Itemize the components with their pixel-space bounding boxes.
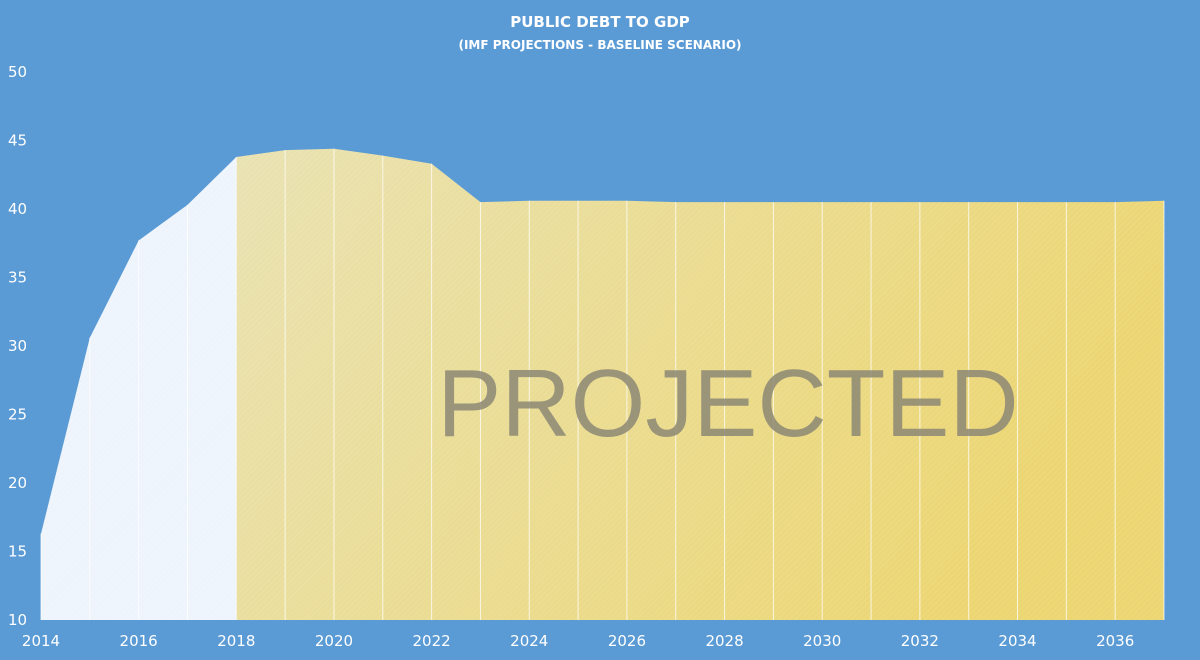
- x-tick-label: 2014: [22, 632, 60, 650]
- x-axis: 2014 2016 2018 2020 2022 2024 2026 2028 2030 2032…: [22, 632, 1134, 650]
- y-tick-label: 50: [8, 63, 27, 81]
- x-tick-label: 2036: [1096, 632, 1134, 650]
- chart-title: PUBLIC DEBT TO GDP: [510, 13, 690, 31]
- x-tick-label: 2026: [608, 632, 646, 650]
- x-tick-label: 2016: [120, 632, 158, 650]
- y-tick-label: 40: [8, 200, 27, 218]
- y-tick-label: 25: [8, 406, 27, 424]
- x-tick-label: 2034: [998, 632, 1036, 650]
- x-tick-label: 2020: [315, 632, 353, 650]
- x-tick-label: 2028: [705, 632, 743, 650]
- y-tick-label: 20: [8, 474, 27, 492]
- chart-subtitle: (IMF PROJECTIONS - BASELINE SCENARIO): [458, 38, 741, 52]
- x-tick-label: 2024: [510, 632, 548, 650]
- y-tick-label: 10: [8, 611, 27, 629]
- y-tick-label: 45: [8, 132, 27, 150]
- y-tick-label: 35: [8, 269, 27, 287]
- x-tick-label: 2018: [217, 632, 255, 650]
- y-axis: 10 15 20 25 30 35 40 45 50: [8, 63, 27, 629]
- year-dividers: [40, 148, 1165, 620]
- y-tick-label: 15: [8, 543, 27, 561]
- x-tick-label: 2032: [901, 632, 939, 650]
- projected-area-hatch: [236, 148, 1165, 620]
- projected-overlay-label: PROJECTED: [437, 350, 1018, 457]
- x-tick-label: 2030: [803, 632, 841, 650]
- x-tick-label: 2022: [413, 632, 451, 650]
- y-tick-label: 30: [8, 337, 27, 355]
